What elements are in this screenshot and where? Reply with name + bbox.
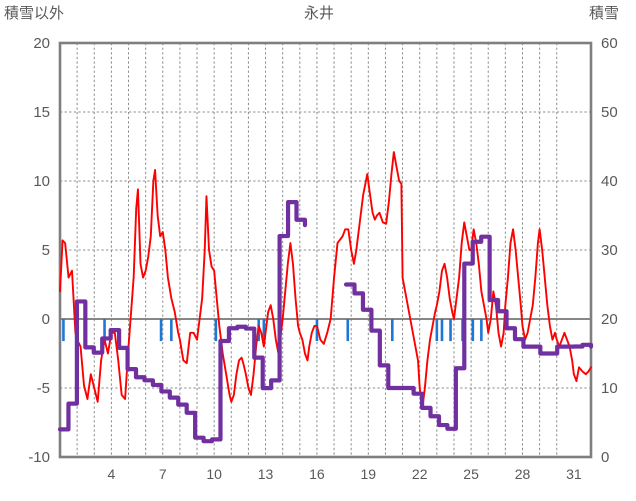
- svg-text:22: 22: [412, 466, 428, 482]
- svg-text:31: 31: [566, 466, 582, 482]
- svg-text:4: 4: [107, 466, 115, 482]
- svg-text:15: 15: [33, 104, 50, 121]
- svg-text:0: 0: [42, 311, 50, 328]
- svg-text:16: 16: [309, 466, 325, 482]
- svg-text:-10: -10: [28, 449, 50, 466]
- svg-text:10: 10: [601, 380, 618, 397]
- svg-text:10: 10: [33, 173, 50, 190]
- svg-text:19: 19: [361, 466, 377, 482]
- svg-text:28: 28: [515, 466, 531, 482]
- svg-text:30: 30: [601, 242, 618, 259]
- svg-text:60: 60: [601, 35, 618, 52]
- svg-text:20: 20: [33, 35, 50, 52]
- svg-text:50: 50: [601, 104, 618, 121]
- svg-text:13: 13: [258, 466, 274, 482]
- svg-text:7: 7: [159, 466, 167, 482]
- svg-text:20: 20: [601, 311, 618, 328]
- svg-text:40: 40: [601, 173, 618, 190]
- svg-text:5: 5: [42, 242, 50, 259]
- svg-text:25: 25: [463, 466, 479, 482]
- svg-text:0: 0: [601, 449, 609, 466]
- svg-text:10: 10: [206, 466, 222, 482]
- svg-text:-5: -5: [37, 380, 50, 397]
